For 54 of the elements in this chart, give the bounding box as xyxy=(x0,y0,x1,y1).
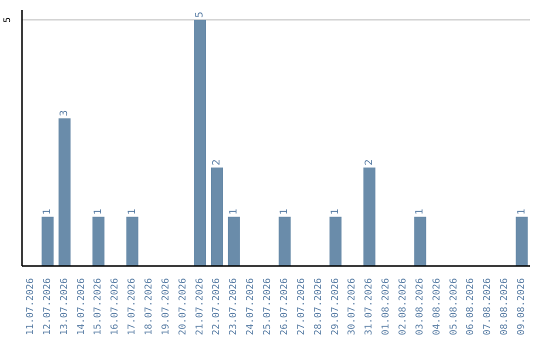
x-tick-label: 29.07.2026 xyxy=(330,278,341,336)
bar xyxy=(58,118,71,266)
x-tick-label: 31.07.2026 xyxy=(364,278,375,336)
x-tick-label: 22.07.2026 xyxy=(211,278,222,336)
x-tick-label: 04.08.2026 xyxy=(431,278,442,336)
data-label: 1 xyxy=(330,208,342,215)
data-label: 3 xyxy=(59,110,70,116)
x-tick-label: 13.07.2026 xyxy=(58,278,70,336)
x-tick-label: 03.08.2026 xyxy=(414,278,426,336)
x-tick-label: 12.07.2026 xyxy=(42,278,53,336)
x-tick-label: 23.07.2026 xyxy=(228,278,240,336)
x-tick-label: 19.07.2026 xyxy=(160,278,172,336)
x-tick-label: 20.07.2026 xyxy=(177,278,188,336)
x-tick-label: 07.08.2026 xyxy=(482,278,494,336)
x-tick-label: 05.08.2026 xyxy=(448,278,460,336)
x-tick-label: 24.07.2026 xyxy=(245,278,256,336)
bar xyxy=(210,168,223,266)
data-label: 1 xyxy=(228,208,240,215)
bar xyxy=(363,168,376,266)
x-tick-label: 01.08.2026 xyxy=(380,278,392,336)
x-tick-label: 25.07.2026 xyxy=(262,278,274,336)
bar xyxy=(42,216,54,266)
x-tick-label: 17.07.2026 xyxy=(126,278,138,336)
x-tick-label: 30.07.2026 xyxy=(346,278,358,336)
data-label: 2 xyxy=(364,159,375,166)
x-tick-label: 21.07.2026 xyxy=(194,278,206,336)
bar xyxy=(228,216,240,266)
bar xyxy=(194,20,206,266)
x-tick-label: 09.08.2026 xyxy=(516,278,528,336)
data-label: 1 xyxy=(92,208,104,215)
bar xyxy=(330,216,342,266)
x-tick-label: 06.08.2026 xyxy=(465,278,476,336)
data-label: 1 xyxy=(516,208,528,215)
data-label: 5 xyxy=(194,11,206,18)
x-tick-label: 27.07.2026 xyxy=(296,278,307,336)
bar xyxy=(516,216,528,266)
data-label: 1 xyxy=(126,208,138,215)
data-label: 2 xyxy=(211,159,222,166)
x-tick-label: 15.07.2026 xyxy=(92,278,104,336)
bar xyxy=(92,216,104,266)
x-tick-label: 08.08.2026 xyxy=(499,278,510,336)
x-tick-label: 14.07.2026 xyxy=(76,278,87,336)
x-tick-label: 28.07.2026 xyxy=(312,278,324,336)
x-tick-label: 16.07.2026 xyxy=(110,278,121,336)
x-tick-label: 18.07.2026 xyxy=(144,278,154,336)
data-label: 1 xyxy=(279,208,290,215)
x-tick-label: 26.07.2026 xyxy=(278,278,290,336)
data-label: 1 xyxy=(414,208,426,215)
bar xyxy=(126,216,138,266)
data-label: 1 xyxy=(42,208,54,215)
bar xyxy=(278,216,291,266)
x-tick-label: 02.08.2026 xyxy=(398,278,408,336)
bar xyxy=(414,216,426,266)
x-tick-label: 11.07.2026 xyxy=(24,278,36,336)
